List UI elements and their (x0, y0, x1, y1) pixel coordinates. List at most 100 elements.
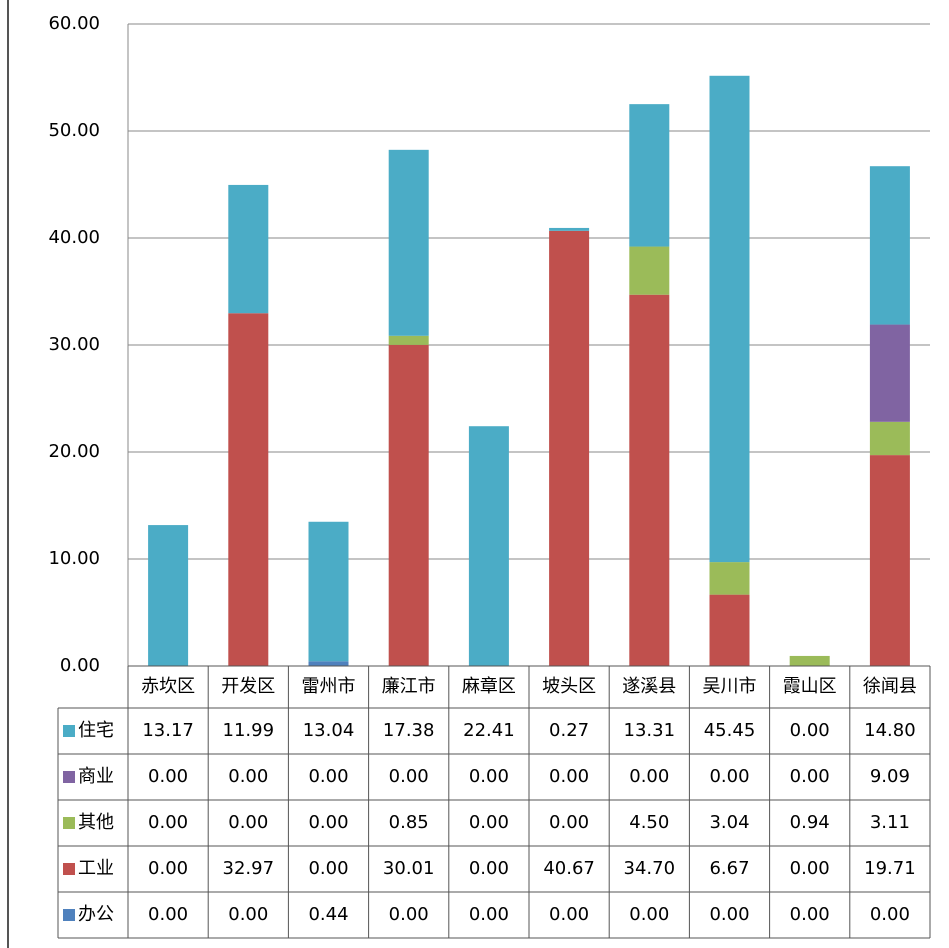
bar-segment (709, 594, 750, 666)
table-value: 0.00 (549, 812, 589, 833)
legend-swatch (63, 863, 75, 875)
x-tick-label: 廉江市 (382, 676, 436, 697)
table-value: 13.31 (624, 720, 676, 741)
table-value: 4.50 (629, 812, 669, 833)
bar-segment (388, 344, 429, 666)
x-tick-label: 徐闻县 (863, 676, 917, 697)
bar-segment (869, 455, 910, 666)
legend-swatch (63, 817, 75, 829)
table-value: 0.00 (790, 766, 830, 787)
bar-segment (869, 421, 910, 456)
table-value: 19.71 (864, 858, 916, 879)
bar-segment (228, 184, 269, 314)
table-value: 0.00 (870, 904, 910, 925)
table-value: 13.04 (303, 720, 355, 741)
table-value: 0.00 (709, 766, 749, 787)
table-value: 0.00 (308, 812, 348, 833)
table-value: 0.00 (469, 766, 509, 787)
x-tick-label: 吴川市 (703, 676, 757, 697)
bar-segment (549, 230, 590, 666)
x-tick-label: 霞山区 (783, 676, 837, 697)
bar-segment (629, 104, 670, 247)
legend-label: 办公 (78, 904, 114, 925)
legend-label: 工业 (78, 858, 114, 879)
bar-segment (388, 149, 429, 336)
table-value: 0.00 (148, 858, 188, 879)
table-value: 30.01 (383, 858, 435, 879)
table-value: 0.00 (469, 904, 509, 925)
x-tick-label: 雷州市 (302, 676, 356, 697)
bar-segment (869, 166, 910, 325)
bar-segment (709, 562, 750, 595)
table-value: 32.97 (223, 858, 275, 879)
table-value: 0.00 (549, 766, 589, 787)
bar-segment (629, 246, 670, 295)
bar-segment (148, 525, 189, 666)
table-value: 0.00 (389, 904, 429, 925)
table-value: 0.00 (148, 766, 188, 787)
y-tick-label: 20.00 (48, 441, 100, 462)
legend-label: 其他 (78, 812, 114, 833)
bar-segment (629, 294, 670, 666)
table-value: 3.04 (709, 812, 749, 833)
bar-segment (228, 313, 269, 666)
table-value: 0.00 (629, 904, 669, 925)
table-value: 0.00 (308, 858, 348, 879)
table-value: 17.38 (383, 720, 435, 741)
legend-swatch (63, 725, 75, 737)
table-value: 0.00 (549, 904, 589, 925)
bar-segment (468, 426, 509, 666)
table-value: 0.00 (228, 766, 268, 787)
y-tick-label: 10.00 (48, 548, 100, 569)
table-value: 0.85 (389, 812, 429, 833)
table-value: 6.67 (709, 858, 749, 879)
x-tick-label: 麻章区 (462, 676, 516, 697)
legend-label: 住宅 (78, 720, 114, 741)
table-value: 22.41 (463, 720, 515, 741)
x-tick-label: 赤坎区 (141, 676, 195, 697)
table-value: 0.00 (389, 766, 429, 787)
table-value: 0.00 (308, 766, 348, 787)
table-value: 0.00 (228, 812, 268, 833)
table-value: 11.99 (223, 720, 275, 741)
table-value: 0.00 (228, 904, 268, 925)
table-value: 0.00 (790, 858, 830, 879)
table-value: 0.94 (790, 812, 830, 833)
table-value: 9.09 (870, 766, 910, 787)
table-value: 34.70 (624, 858, 676, 879)
bar-segment (869, 324, 910, 422)
table-value: 0.00 (790, 904, 830, 925)
bar-segment (308, 661, 349, 666)
table-value: 0.00 (629, 766, 669, 787)
table-value: 0.00 (469, 812, 509, 833)
bar-segment (709, 75, 750, 563)
x-tick-label: 遂溪县 (622, 676, 676, 697)
table-value: 0.44 (308, 904, 348, 925)
bar-segment (789, 655, 830, 666)
x-tick-label: 开发区 (221, 676, 275, 697)
x-tick-label: 坡头区 (542, 676, 596, 697)
table-value: 0.27 (549, 720, 589, 741)
y-tick-label: 30.00 (48, 334, 100, 355)
table-value: 13.17 (142, 720, 194, 741)
bar-segment (549, 227, 590, 231)
table-value: 0.00 (709, 904, 749, 925)
y-tick-label: 50.00 (48, 120, 100, 141)
table-value: 14.80 (864, 720, 916, 741)
table-value: 3.11 (870, 812, 910, 833)
table-value: 0.00 (469, 858, 509, 879)
table-value: 0.00 (148, 812, 188, 833)
legend-label: 商业 (78, 766, 114, 787)
legend-swatch (63, 771, 75, 783)
table-value: 0.00 (148, 904, 188, 925)
bar-segment (388, 335, 429, 345)
table-value: 0.00 (790, 720, 830, 741)
bar-segment (308, 521, 349, 662)
table-value: 45.45 (704, 720, 756, 741)
y-tick-label: 60.00 (48, 13, 100, 34)
legend-swatch (63, 909, 75, 921)
y-tick-label: 0.00 (60, 655, 100, 676)
table-value: 40.67 (543, 858, 595, 879)
